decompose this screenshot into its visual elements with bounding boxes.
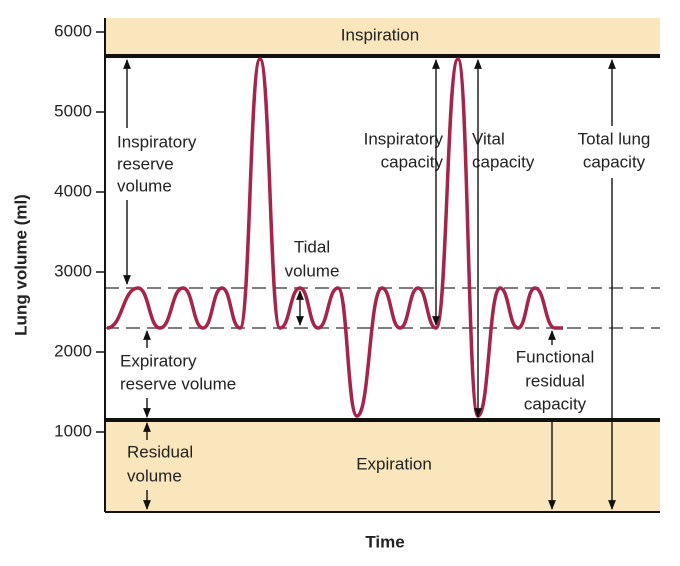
- annotation: Expiratory: [120, 351, 197, 370]
- foreground-layer: Lung volume (ml) Time Inspiration Expira…: [11, 25, 650, 551]
- band-label: Inspiration: [341, 25, 419, 44]
- y-tick-label: 5000: [54, 101, 92, 120]
- annotation: volume: [117, 176, 172, 195]
- x-axis-label: Time: [365, 532, 404, 551]
- annotation: Vital: [472, 129, 505, 148]
- annotation: capacity: [472, 152, 535, 171]
- y-tick-label: 1000: [54, 421, 92, 440]
- annotation: Inspiratory: [364, 129, 444, 148]
- annotation: Residual: [127, 442, 193, 461]
- annotation: residual: [525, 371, 585, 390]
- y-axis-label: Lung volume (ml): [11, 194, 30, 336]
- annotation: Inspiratory: [117, 132, 197, 151]
- annotation: volume: [285, 261, 340, 280]
- y-tick-label: 2000: [54, 341, 92, 360]
- annotation: capacity: [524, 394, 587, 413]
- expiration-band: [105, 420, 660, 512]
- y-tick-label: 3000: [54, 261, 92, 280]
- annotation: reserve: [117, 154, 174, 173]
- annotation: Functional: [516, 347, 594, 366]
- annotation: capacity: [381, 152, 444, 171]
- annotation: Total lung: [578, 129, 651, 148]
- annotation: capacity: [583, 152, 646, 171]
- annotation: Tidal: [294, 237, 330, 256]
- background-layer: 1000 2000 3000 4000 5000 6000: [54, 18, 660, 513]
- volume-trace: [106, 57, 563, 418]
- y-tick-label: 6000: [54, 21, 92, 40]
- y-tick-label: 4000: [54, 181, 92, 200]
- annotation: reserve volume: [120, 374, 236, 393]
- inspiration-band: [105, 18, 660, 56]
- annotation: volume: [127, 466, 182, 485]
- band-label: Expiration: [356, 454, 432, 473]
